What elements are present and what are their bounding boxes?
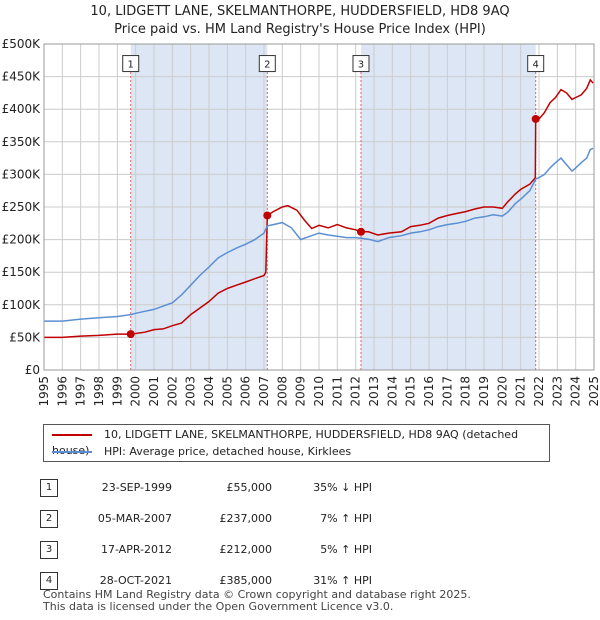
legend-label-hpi: HPI: Average price, detached house, Kirk… (104, 445, 352, 458)
sale-price: £237,000 (219, 512, 273, 525)
chart-title: 10, LIDGETT LANE, SKELMANTHORPE, HUDDERS… (90, 4, 510, 19)
x-tick-label: 2018 (459, 376, 473, 407)
x-tick-label: 2007 (257, 376, 271, 407)
sale-price: £55,000 (226, 481, 273, 494)
x-tick-label: 2014 (385, 376, 399, 407)
sale-number: 1 (40, 478, 58, 497)
sale-marker-box (258, 55, 276, 73)
x-tick-label: 2012 (349, 376, 363, 407)
chart-legend: 10, LIDGETT LANE, SKELMANTHORPE, HUDDERS… (43, 424, 550, 462)
x-tick-label: 2004 (202, 376, 216, 407)
y-tick-label: £0 (25, 363, 40, 377)
y-tick-label: £50K (9, 330, 41, 344)
x-tick-label: 2001 (147, 376, 161, 407)
sale-hpi-diff: 7% ↑ HPI (320, 512, 372, 525)
y-tick-label: £450K (2, 70, 42, 84)
x-tick-label: 2009 (294, 376, 308, 407)
x-tick-label: 1999 (110, 376, 124, 407)
sale-point (356, 227, 365, 236)
x-tick-label: 2025 (587, 376, 600, 407)
table-row: 4 28-OCT-2021 £385,000 31% ↑ HPI (40, 565, 372, 596)
sale-date: 17-APR-2012 (100, 543, 172, 556)
table-row: 1 23-SEP-1999 £55,000 35% ↓ HPI (40, 472, 372, 503)
x-tick-label: 1998 (92, 376, 106, 407)
sale-marker-box (352, 55, 370, 73)
x-tick-label: 2020 (495, 376, 509, 407)
x-tick-label: 2015 (404, 376, 418, 407)
x-tick-label: 2010 (312, 376, 326, 407)
x-tick-label: 2019 (477, 376, 491, 407)
price-chart: 1 2 3 4 £0 £50K £100K £150K £200K £250K £300K £350… (2, 37, 600, 407)
y-tick-label: £500K (2, 37, 42, 51)
chart-subtitle: Price paid vs. HM Land Registry's House … (114, 22, 486, 37)
y-tick-label: £350K (2, 135, 42, 149)
plot-frame (43, 43, 595, 371)
y-tick-label: £150K (2, 265, 42, 279)
sale-hpi-diff: 31% ↑ HPI (313, 574, 372, 587)
x-tick-label: 2017 (440, 376, 454, 407)
x-tick-label: 2016 (422, 376, 436, 407)
sale-marker-label: 4 (533, 60, 539, 71)
x-tick-label: 2022 (532, 376, 546, 407)
x-tick-label: 2023 (550, 376, 564, 407)
x-tick-label: 2006 (239, 376, 253, 407)
x-tick-label: 2013 (367, 376, 381, 407)
sale-date: 05-MAR-2007 (97, 512, 172, 525)
x-tick-label: 2024 (569, 376, 583, 407)
sale-hpi-diff: 35% ↓ HPI (313, 481, 372, 494)
sale-marker-box (122, 55, 140, 73)
legend-entry-hpi: HPI: Average price, detached house, Kirk… (52, 444, 351, 460)
x-tick-label: 2008 (275, 376, 289, 407)
sale-point (263, 211, 272, 220)
x-tick-label: 2000 (129, 376, 143, 407)
legend-label-property: 10, LIDGETT LANE, SKELMANTHORPE, HUDDERS… (52, 428, 519, 457)
x-tick-label: 2003 (184, 376, 198, 407)
sales-table: 1 23-SEP-1999 £55,000 35% ↓ HPI 2 05-MAR… (40, 472, 372, 596)
x-tick-label: 2002 (165, 376, 179, 407)
legend-entry-property: 10, LIDGETT LANE, SKELMANTHORPE, HUDDERS… (52, 427, 549, 457)
sale-point (531, 114, 540, 123)
y-tick-label: £300K (2, 167, 42, 181)
x-tick-label: 1996 (55, 376, 69, 407)
table-row: 2 05-MAR-2007 £237,000 7% ↑ HPI (40, 503, 372, 534)
y-tick-label: £100K (2, 298, 42, 312)
y-tick-label: £250K (2, 200, 42, 214)
sale-marker-label: 3 (358, 60, 364, 71)
x-tick-label: 1995 (37, 376, 51, 407)
y-tick-label: £200K (2, 233, 42, 247)
sale-marker-label: 1 (128, 60, 134, 71)
sale-marker-box (527, 55, 545, 73)
footer-copyright: Contains HM Land Registry data © Crown c… (43, 588, 471, 601)
y-tick-label: £400K (2, 102, 42, 116)
footer-licence: This data is licensed under the Open Gov… (43, 600, 394, 613)
x-tick-label: 2021 (514, 376, 528, 407)
x-tick-label: 2011 (330, 376, 344, 407)
series-line-hpi (44, 147, 594, 322)
footer: Contains HM Land Registry data © Crown c… (43, 589, 471, 613)
sale-number: 2 (40, 509, 58, 528)
table-row: 3 17-APR-2012 £212,000 5% ↑ HPI (40, 534, 372, 565)
x-tick-label: 1997 (74, 376, 88, 407)
sale-price: £385,000 (219, 574, 273, 587)
sale-date: 28-OCT-2021 (99, 574, 172, 587)
sale-date: 23-SEP-1999 (101, 481, 172, 494)
sale-price: £212,000 (219, 543, 273, 556)
sale-number: 4 (40, 571, 58, 590)
sale-hpi-diff: 5% ↑ HPI (320, 543, 372, 556)
legend-swatch-hpi (52, 451, 92, 453)
sale-number: 3 (40, 540, 58, 559)
sale-marker-label: 2 (264, 60, 270, 71)
x-tick-label: 2005 (220, 376, 234, 407)
sale-point (126, 330, 135, 339)
legend-swatch-property (52, 434, 92, 436)
